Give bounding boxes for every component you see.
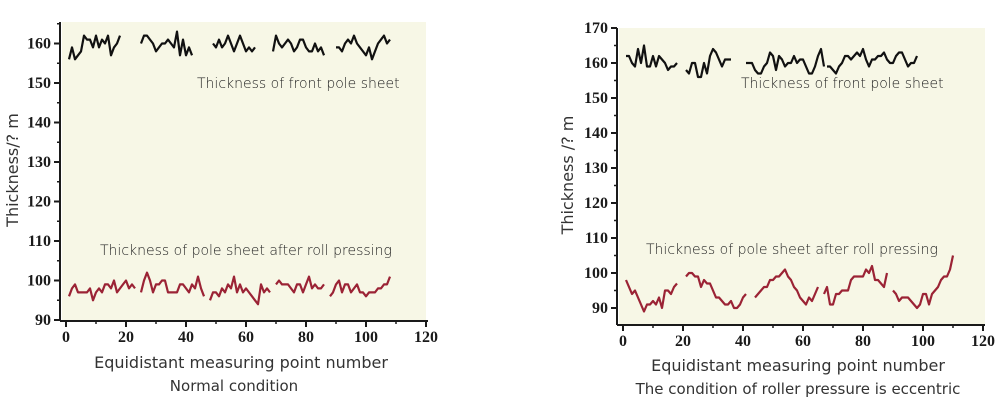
x-tick-label: 20 xyxy=(118,329,134,346)
x-tick-label: 100 xyxy=(911,333,935,350)
x-tick-label: 60 xyxy=(795,333,811,350)
x-axis: 0 20 40 60 80 100 120 xyxy=(617,324,995,350)
line-segment xyxy=(275,275,325,294)
x-axis: 0 20 40 60 80 100 120 xyxy=(60,320,438,346)
y-tick-label: 170 xyxy=(584,20,608,37)
label-front-pole-sheet: Thickness of front pole sheet xyxy=(741,76,944,92)
line-segment xyxy=(139,271,206,297)
line-segment xyxy=(208,275,271,306)
chart-caption: Normal condition xyxy=(170,377,298,395)
x-axis-title: Equidistant measuring point number xyxy=(94,353,388,372)
plot-area xyxy=(62,22,426,320)
line-segment xyxy=(624,279,678,313)
line-segment xyxy=(626,44,678,72)
x-tick-label: 0 xyxy=(619,333,627,350)
chart-normal-condition: 90 100 110 120 130 140 150 160 0 20 40 60 80 100 120 … xyxy=(3,22,438,395)
y-axis: 90 100 110 120 130 140 150 160 xyxy=(27,22,61,329)
y-tick-label: 110 xyxy=(585,230,608,247)
series-after-roll-pressing xyxy=(624,255,955,313)
plot-area xyxy=(619,28,985,325)
label-after-roll-pressing: Thickness of pole sheet after roll press… xyxy=(100,243,392,259)
line-segment xyxy=(336,34,391,61)
x-tick-label: 80 xyxy=(855,333,871,350)
x-tick-label: 40 xyxy=(735,333,751,350)
line-segment xyxy=(271,34,326,56)
y-tick-label: 150 xyxy=(27,75,51,92)
series-front-pole-sheet xyxy=(67,30,391,61)
y-axis-title: Thickness/? m xyxy=(3,113,22,228)
chart-right-svg: 90 100 110 120 130 140 150 160 170 0 20 40 60 80 100 1… xyxy=(558,20,995,398)
label-after-roll-pressing: Thickness of pole sheet after roll press… xyxy=(646,242,938,258)
y-tick-label: 100 xyxy=(584,265,608,282)
y-tick-label: 130 xyxy=(27,154,51,171)
chart-caption: The condition of roller pressure is ecce… xyxy=(635,380,961,398)
y-tick-label: 90 xyxy=(592,300,608,317)
y-tick-label: 160 xyxy=(584,55,608,72)
x-tick-label: 60 xyxy=(238,329,254,346)
y-tick-label: 150 xyxy=(584,90,608,107)
y-axis-title: Thickness /? m xyxy=(558,116,577,236)
line-segment xyxy=(892,255,955,310)
y-tick-label: 120 xyxy=(27,194,51,211)
x-tick-label: 0 xyxy=(62,329,70,346)
line-segment xyxy=(685,271,747,310)
series-front-pole-sheet xyxy=(626,44,919,79)
x-tick-label: 120 xyxy=(414,329,438,346)
line-segment xyxy=(827,47,919,75)
label-front-pole-sheet: Thickness of front pole sheet xyxy=(197,76,400,92)
line-segment xyxy=(212,34,256,53)
x-axis-title: Equidistant measuring point number xyxy=(651,356,945,375)
line-segment xyxy=(754,268,820,306)
line-segment xyxy=(67,279,136,302)
line-segment xyxy=(685,47,731,79)
y-tick-label: 120 xyxy=(584,195,608,212)
series-after-roll-pressing xyxy=(67,271,392,306)
y-tick-label: 110 xyxy=(28,233,51,250)
chart-eccentric-condition: 90 100 110 120 130 140 150 160 170 0 20 40 60 80 100 1… xyxy=(500,0,1000,402)
x-tick-label: 20 xyxy=(675,333,691,350)
x-tick-label: 80 xyxy=(298,329,314,346)
line-segment xyxy=(329,276,392,298)
y-tick-label: 140 xyxy=(584,125,608,142)
y-tick-label: 100 xyxy=(27,273,51,290)
y-tick-label: 140 xyxy=(27,115,51,132)
y-tick-label: 160 xyxy=(27,36,51,53)
y-tick-label: 90 xyxy=(35,312,51,329)
y-axis: 90 100 110 120 130 140 150 160 170 xyxy=(584,20,618,325)
x-tick-label: 100 xyxy=(354,329,378,346)
y-tick-label: 130 xyxy=(584,160,608,177)
line-segment xyxy=(822,264,889,306)
line-segment xyxy=(139,30,194,57)
line-segment xyxy=(67,34,122,61)
x-tick-label: 120 xyxy=(971,333,995,350)
x-tick-label: 40 xyxy=(178,329,194,346)
line-segment xyxy=(746,47,826,75)
